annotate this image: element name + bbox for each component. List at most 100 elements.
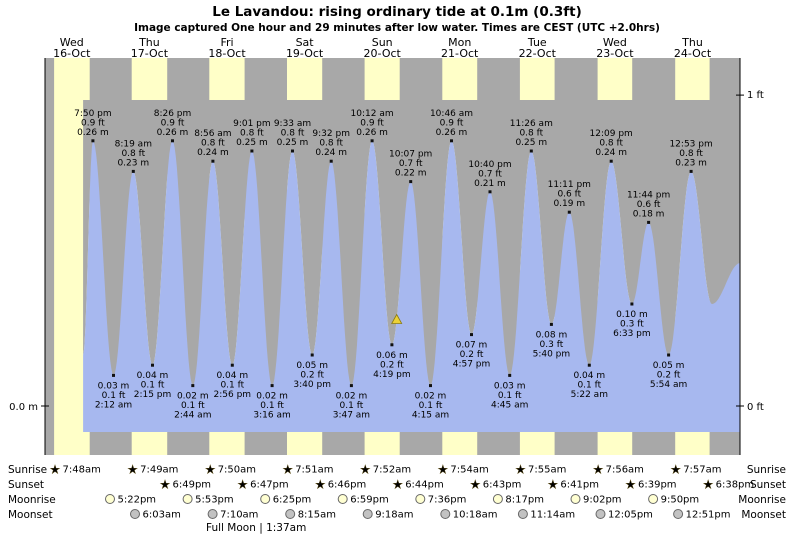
sunrise-star-icon: ★ <box>205 463 216 477</box>
moonset-icon <box>673 509 684 519</box>
tide-annotation-line: 6:33 pm <box>613 329 651 339</box>
moonrise-icon <box>105 494 115 504</box>
tide-annotation-line: 9:01 pm <box>233 119 271 129</box>
tide-point-dot <box>488 190 492 194</box>
tide-annotation-line: 5:40 pm <box>533 349 571 359</box>
chart-title: Le Lavandou: rising ordinary tide at 0.1… <box>212 4 582 20</box>
day-label-date: 23-Oct <box>596 47 634 60</box>
tide-annotation-line: 0.1 ft <box>181 401 205 411</box>
tide-annotation-line: 0.02 m <box>415 392 447 402</box>
tide-annotation-line: 0.3 ft <box>620 320 644 330</box>
tide-annotation-line: 2:12 am <box>95 400 132 410</box>
tide-point-dot <box>211 159 215 163</box>
tide-annotation-line: 10:46 am <box>430 109 473 119</box>
tide-annotation-line: 0.04 m <box>573 371 605 381</box>
tide-annotation-line: 0.8 ft <box>281 129 305 139</box>
tide-annotation-line: 0.08 m <box>536 330 568 340</box>
astro-time: 12:05pm <box>608 510 653 521</box>
capture-time-marker-icon <box>391 313 403 324</box>
tide-point-dot <box>349 384 353 388</box>
day-label-date: 18-Oct <box>208 47 246 60</box>
day-label-weekday: Thu <box>681 36 703 49</box>
astro-time: 10:18am <box>453 510 498 521</box>
day-label-weekday: Sat <box>296 36 315 49</box>
tide-annotation-line: 0.24 m <box>595 148 627 158</box>
moonset-icon <box>595 509 606 519</box>
tide-annotation-line: 8:56 am <box>194 129 231 139</box>
day-labels: Wed16-OctThu17-OctFri18-OctSat19-OctSun2… <box>53 36 712 60</box>
astro-time: 7:54am <box>450 465 488 476</box>
tide-annotation-line: 3:16 am <box>253 411 290 421</box>
tide-point-dot <box>91 139 95 143</box>
tide-annotation-line: 0.25 m <box>515 138 547 148</box>
astro-time: 9:18am <box>375 510 413 521</box>
moonset-icon <box>517 509 528 519</box>
moonrise-icon <box>415 494 426 504</box>
tide-annotation-line: 9:32 pm <box>312 129 350 139</box>
tide-annotation-line: 0.25 m <box>277 138 309 148</box>
astro-time: 7:49am <box>140 465 178 476</box>
tide-annotation-line: 9:33 am <box>274 119 311 129</box>
full-moon-label: Full Moon | 1:37am <box>206 522 306 534</box>
chart-subtitle: Image captured One hour and 29 minutes a… <box>134 22 660 34</box>
tide-annotation-line: 0.1 ft <box>220 381 244 391</box>
day-label-date: 21-Oct <box>441 47 479 60</box>
astro-row-label-left: Moonrise <box>8 494 56 506</box>
astro-time: 6:39pm <box>638 480 677 491</box>
day-label-date: 19-Oct <box>286 47 324 60</box>
sunset-star-icon: ★ <box>160 478 171 492</box>
tide-annotation-line: 0.24 m <box>197 148 229 158</box>
tide-annotation-line: 10:07 pm <box>389 150 432 160</box>
axes <box>41 58 744 455</box>
tide-annotation-line: 0.02 m <box>177 392 209 402</box>
tide-annotation-line: 0.23 m <box>117 158 149 168</box>
tide-point-dot <box>250 149 254 153</box>
sunset-star-icon: ★ <box>703 478 714 492</box>
tide-point-dot <box>529 149 533 153</box>
sunset-star-icon: ★ <box>625 478 636 492</box>
tide-annotation-line: 8:19 am <box>115 139 152 149</box>
tide-annotation-line: 0.23 m <box>675 158 707 168</box>
astro-time: 5:22pm <box>118 495 157 506</box>
tide-annotation-line: 0.18 m <box>633 209 665 219</box>
sunrise-star-icon: ★ <box>515 463 526 477</box>
astro-row-label-right: Moonrise <box>738 494 786 506</box>
astro-time: 6:03am <box>143 510 181 521</box>
tide-annotation-line: 0.8 ft <box>201 139 225 149</box>
tide-point-dot <box>689 169 693 173</box>
tide-annotation-line: 0.02 m <box>336 392 368 402</box>
tide-annotation-line: 4:19 pm <box>373 370 411 380</box>
tide-point-dot <box>429 384 432 388</box>
tide-annotation-line: 0.1 ft <box>260 401 284 411</box>
day-label-weekday: Mon <box>448 36 471 49</box>
tide-annotation-line: 5:54 am <box>650 380 687 390</box>
tide-point-dot <box>409 180 413 184</box>
astro-time: 7:55am <box>528 465 566 476</box>
tide-point-dot <box>112 373 115 377</box>
tide-point-dot <box>329 159 333 163</box>
tide-annotation-line: 0.9 ft <box>81 118 105 128</box>
astro-time: 9:50pm <box>661 495 700 506</box>
astro-row-label-left: Sunrise <box>8 464 47 476</box>
tide-point-dot <box>567 210 571 214</box>
day-label-date: 24-Oct <box>674 47 712 60</box>
tide-annotation-line: 10:40 pm <box>468 160 511 170</box>
sunset-star-icon: ★ <box>315 478 326 492</box>
tide-annotation-line: 0.02 m <box>256 392 288 402</box>
astro-time: 6:38pm <box>716 480 755 491</box>
tide-annotation-line: 0.8 ft <box>319 139 343 149</box>
astro-time: 7:48am <box>63 465 101 476</box>
sunset-star-icon: ★ <box>392 478 403 492</box>
tide-annotation-line: 0.07 m <box>456 341 488 351</box>
moonrise-icon <box>492 494 503 504</box>
tide-annotation-line: 0.05 m <box>653 361 685 371</box>
moonrise-icon <box>182 494 193 504</box>
tide-annotation-line: 2:44 am <box>174 411 211 421</box>
sunset-star-icon: ★ <box>470 478 481 492</box>
tide-annotation-line: 11:26 am <box>510 119 553 129</box>
moonset-icon <box>130 509 140 519</box>
sunrise-star-icon: ★ <box>50 463 61 477</box>
tide-annotation-line: 12:09 pm <box>590 129 633 139</box>
astro-time: 6:44pm <box>405 480 444 491</box>
